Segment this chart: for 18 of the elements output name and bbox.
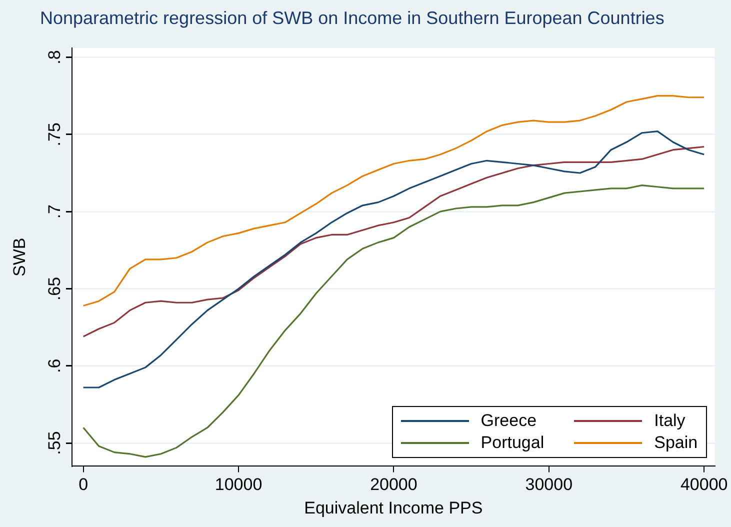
legend-label: Spain (654, 433, 698, 454)
y-axis-title: SWB (10, 238, 29, 276)
y-tick-label: .6 (45, 358, 64, 373)
y-tick-label: .65 (45, 276, 64, 301)
x-tick-label: 20000 (370, 475, 418, 494)
x-tick-label: 30000 (525, 475, 573, 494)
x-axis-title: Equivalent Income PPS (304, 498, 483, 518)
x-tick-label: 40000 (680, 475, 728, 494)
legend-label: Greece (480, 411, 537, 432)
x-tick-label: 0 (78, 475, 88, 494)
chart-title: Nonparametric regression of SWB on Income in Southern European Countries (40, 8, 664, 29)
y-tick-label: .75 (45, 122, 64, 146)
y-tick-label: .7 (45, 204, 64, 219)
y-tick-label: .8 (45, 50, 64, 64)
legend-label: Portugal (480, 433, 544, 454)
x-tick-label: 10000 (214, 475, 262, 494)
y-tick-label: .55 (45, 431, 64, 455)
legend-label: Italy (654, 411, 686, 432)
